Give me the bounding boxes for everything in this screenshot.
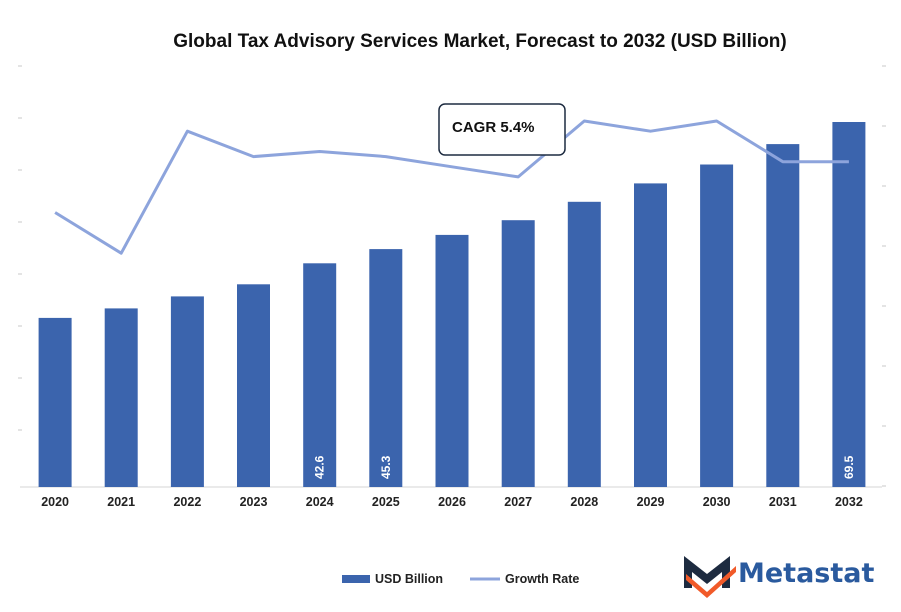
x-tick-label-2027: 2027 <box>504 495 532 509</box>
data-labels: 42.6 45.3 69.5 <box>313 455 856 479</box>
bar-2026 <box>435 234 469 487</box>
x-axis-labels: 2020 2021 2022 2023 2024 2025 2026 2027 2028 2029… <box>41 495 863 509</box>
bar-2027 <box>501 220 535 487</box>
x-tick-label-2024: 2024 <box>306 495 334 509</box>
data-label-2025: 45.3 <box>379 455 393 479</box>
bar-2025 <box>369 249 403 487</box>
growth-line-series <box>54 119 849 255</box>
x-tick-label-2031: 2031 <box>769 495 797 509</box>
x-tick-label-2023: 2023 <box>240 495 268 509</box>
chart-title: Global Tax Advisory Services Market, For… <box>173 31 786 52</box>
x-tick-label-2029: 2029 <box>637 495 665 509</box>
legend-label-usd-billion: USD Billion <box>375 572 443 586</box>
x-tick-label-2030: 2030 <box>703 495 731 509</box>
bar-2024 <box>303 263 337 487</box>
x-tick-label-2028: 2028 <box>570 495 598 509</box>
cagr-label: CAGR 5.4% <box>452 119 535 136</box>
legend-label-growth-rate: Growth Rate <box>505 572 579 586</box>
metastat-logo-mark-icon <box>684 556 736 598</box>
bar-2029 <box>634 183 667 487</box>
cagr-callout: CAGR 5.4% <box>438 103 566 156</box>
bar-2022 <box>170 296 204 487</box>
x-tick-label-2021: 2021 <box>107 495 135 509</box>
x-tick-label-2025: 2025 <box>372 495 400 509</box>
left-axis-ticks <box>18 65 22 431</box>
bar-2031 <box>766 144 800 487</box>
bar-2032 <box>832 122 866 487</box>
bar-2020 <box>38 317 72 487</box>
bar-2030 <box>700 164 734 487</box>
legend: USD Billion Growth Rate <box>342 572 579 586</box>
data-label-2032: 69.5 <box>842 455 856 479</box>
bar-2028 <box>567 201 601 488</box>
x-tick-label-2020: 2020 <box>41 495 69 509</box>
bar-2021 <box>104 308 138 487</box>
metastat-logo-text: Metastat <box>738 558 875 589</box>
growth-rate-line <box>54 119 849 255</box>
x-tick-label-2026: 2026 <box>438 495 466 509</box>
x-tick-label-2022: 2022 <box>173 495 201 509</box>
data-label-2024: 42.6 <box>313 455 327 479</box>
right-axis-ticks <box>882 65 886 487</box>
cagr-box <box>438 103 566 156</box>
metastat-logo: Metastat <box>684 556 875 598</box>
legend-swatch-usd-billion <box>342 575 370 583</box>
bar-series <box>38 122 866 488</box>
bar-2023 <box>237 284 270 487</box>
x-tick-label-2032: 2032 <box>835 495 863 509</box>
